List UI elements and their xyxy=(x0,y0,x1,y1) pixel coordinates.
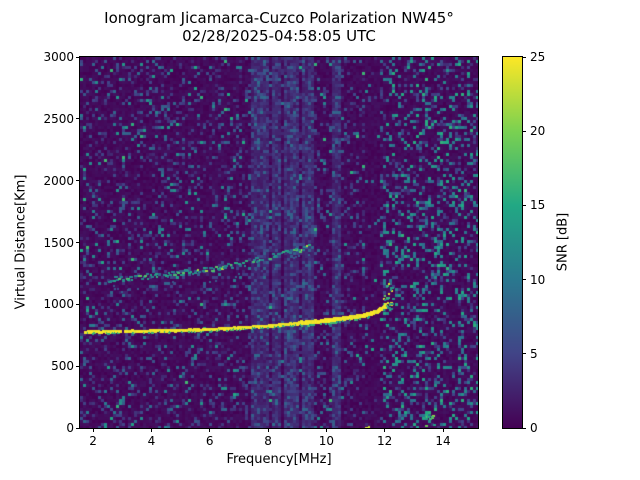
plot-area xyxy=(79,56,479,429)
y-tick-label: 2000 xyxy=(43,173,74,188)
colorbar-tick-mark xyxy=(522,204,526,206)
x-tick-label: 12 xyxy=(377,434,393,448)
colorbar-tick-label: 25 xyxy=(530,50,546,64)
colorbar-tick-label: 5 xyxy=(530,346,538,361)
x-tick-mark xyxy=(209,428,211,432)
plot-subtitle: 02/28/2025-04:58:05 UTC xyxy=(182,27,376,45)
colorbar-tick-mark xyxy=(522,353,526,355)
colorbar-tick-mark xyxy=(522,427,526,429)
y-tick-label: 2500 xyxy=(43,111,74,126)
y-tick-label: 3000 xyxy=(43,50,74,64)
y-tick-mark xyxy=(76,118,80,120)
colorbar xyxy=(502,56,523,429)
x-tick-mark xyxy=(325,428,327,432)
y-tick-mark xyxy=(76,242,80,243)
plot-title: Ionogram Jicamarca-Cuzco Polarization NW… xyxy=(104,9,454,27)
colorbar-tick-label: 0 xyxy=(530,421,538,435)
ionogram-heatmap-canvas xyxy=(80,57,478,428)
x-tick-label: 8 xyxy=(264,434,272,448)
x-tick-label: 14 xyxy=(435,434,451,448)
y-tick-mark xyxy=(76,56,80,58)
y-tick-mark xyxy=(76,303,80,305)
colorbar-tick-mark xyxy=(522,279,526,281)
x-axis-label: Frequency[MHz] xyxy=(226,452,332,467)
y-tick-label: 0 xyxy=(66,421,74,435)
y-tick-mark xyxy=(76,365,80,367)
y-tick-mark xyxy=(76,180,80,182)
x-tick-mark xyxy=(267,428,269,432)
title-block: Ionogram Jicamarca-Cuzco Polarization NW… xyxy=(80,9,478,45)
colorbar-tick-label: 20 xyxy=(530,124,546,139)
x-tick-label: 2 xyxy=(89,434,97,448)
y-tick-label: 1000 xyxy=(43,297,74,312)
colorbar-label: SNR [dB] xyxy=(555,212,571,272)
y-tick-mark xyxy=(76,427,80,429)
x-tick-label: 10 xyxy=(318,434,335,448)
colorbar-tick-label: 10 xyxy=(530,272,546,287)
x-tick-mark xyxy=(92,428,94,432)
colorbar-tick-mark xyxy=(522,56,526,58)
x-tick-label: 6 xyxy=(205,434,214,448)
colorbar-tick-label: 15 xyxy=(530,198,546,213)
x-tick-mark xyxy=(150,428,152,432)
colorbar-gradient xyxy=(503,57,522,428)
x-tick-mark xyxy=(384,428,386,432)
y-tick-label: 1500 xyxy=(43,235,74,250)
x-tick-label: 4 xyxy=(147,434,156,448)
colorbar-tick-mark xyxy=(522,130,526,132)
x-tick-mark xyxy=(442,428,444,432)
y-tick-label: 500 xyxy=(51,359,74,374)
